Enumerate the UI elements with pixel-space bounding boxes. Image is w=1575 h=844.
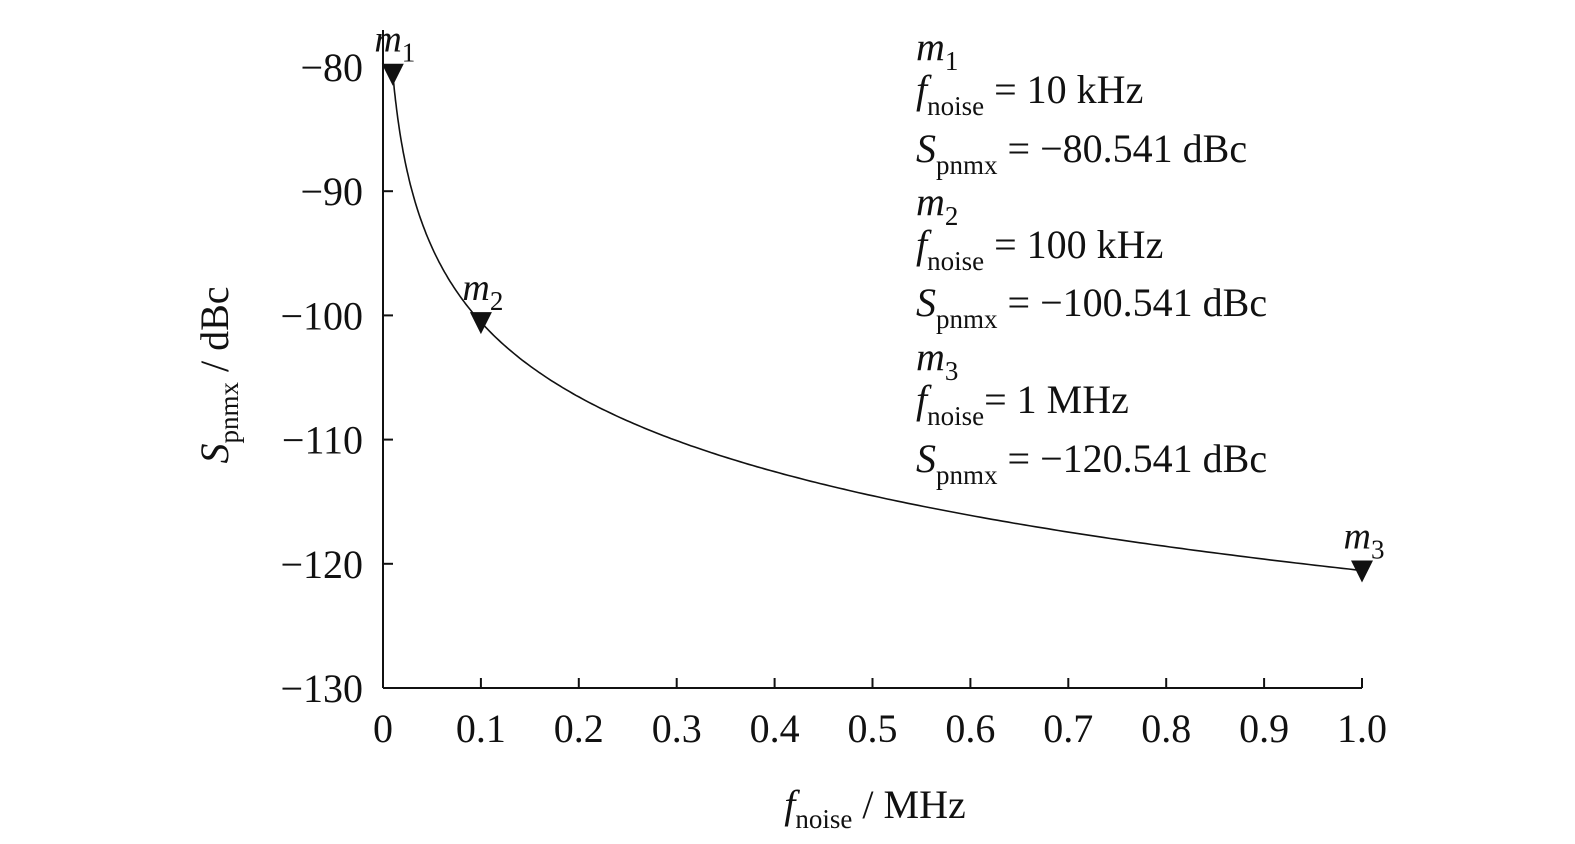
annotation-line: Spnmx = −80.541 dBc — [916, 126, 1247, 180]
y-tick-label: −80 — [300, 45, 363, 90]
x-tick-label: 0.8 — [1141, 706, 1191, 751]
annotation-line: m3 — [916, 334, 958, 386]
marker-m1-icon — [381, 63, 404, 86]
series-layer — [391, 73, 1363, 572]
x-tick-label: 0.6 — [945, 706, 995, 751]
x-axis-title-sub: noise — [795, 804, 852, 834]
marker-m3-icon — [1351, 560, 1373, 583]
y-axis-title-var: S — [192, 444, 237, 464]
x-tick-label: 0.7 — [1043, 706, 1093, 751]
marker-m1-label: m1 — [374, 19, 415, 68]
annotation-line: m2 — [916, 179, 958, 231]
x-tick-label: 0.9 — [1239, 706, 1289, 751]
annotation-line: Spnmx = −100.541 dBc — [916, 280, 1267, 334]
x-tick-label: 1.0 — [1337, 706, 1387, 751]
annotation-line: fnoise = 10 kHz — [916, 67, 1143, 121]
x-tick-label: 0.5 — [848, 706, 898, 751]
markers-layer: m1 m2 m3 — [374, 19, 1384, 583]
x-axis-title: fnoise / MHz — [784, 782, 965, 834]
x-tick-label: 0 — [373, 706, 393, 751]
y-tick-label: −110 — [282, 418, 363, 463]
y-axis-title-unit: / dBc — [192, 286, 237, 382]
y-axis-title-sub: pnmx — [214, 382, 244, 444]
annotation-line: fnoise = 100 kHz — [916, 222, 1163, 276]
y-axis-title: Spnmx / dBc — [192, 286, 244, 463]
x-tick-label: 0.1 — [456, 706, 506, 751]
x-tick-label: 0.2 — [554, 706, 604, 751]
marker-m3-label: m3 — [1344, 516, 1385, 565]
series-line — [391, 73, 1363, 572]
y-tick-label: −130 — [280, 666, 363, 711]
annotation-line: m1 — [916, 24, 958, 76]
y-tick-label: −120 — [280, 542, 363, 587]
y-tick-label: −90 — [300, 169, 363, 214]
x-tick-label: 0.3 — [652, 706, 702, 751]
x-tick-label: 0.4 — [750, 706, 800, 751]
marker-m2-icon — [469, 312, 492, 335]
annotation-line: fnoise= 1 MHz — [916, 377, 1129, 431]
x-axis-ticks: 0 0.1 0.2 0.3 0.4 0.5 0.6 0.7 0.8 0.9 1.0 — [373, 678, 1387, 751]
y-tick-label: −100 — [280, 293, 363, 338]
annotation-line: Spnmx = −120.541 dBc — [916, 436, 1267, 490]
y-axis-ticks: −80 −90 −100 −110 −120 −130 — [280, 45, 393, 711]
marker-m2-label: m2 — [462, 267, 503, 316]
x-axis-title-unit: / MHz — [852, 782, 965, 827]
